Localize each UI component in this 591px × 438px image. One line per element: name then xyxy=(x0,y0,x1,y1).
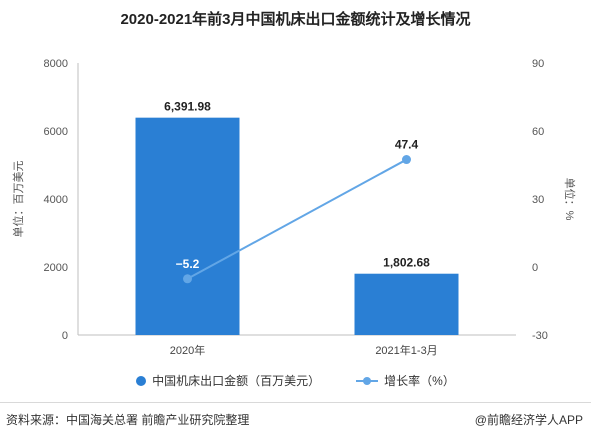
legend-label-growth-rate: 增长率（%） xyxy=(384,374,455,388)
y-tick-left-label: 6000 xyxy=(44,126,68,138)
y-tick-right-label: 30 xyxy=(532,194,544,206)
x-tick-label: 2020年 xyxy=(170,343,205,357)
bar-data-label: 1,802.68 xyxy=(383,256,430,270)
y-tick-right-label: 90 xyxy=(532,58,544,70)
legend-item-export-value[interactable]: 中国机床出口金额（百万美元） xyxy=(136,372,320,389)
legend-item-growth-rate[interactable]: 增长率（%） xyxy=(356,372,455,389)
legend: 中国机床出口金额（百万美元） 增长率（%） xyxy=(0,372,591,389)
y-tick-right-label: -30 xyxy=(532,330,548,342)
growth-rate-data-label: −5.2 xyxy=(176,257,200,271)
footer-source: 资料来源：中国海关总署 前瞻产业研究院整理 xyxy=(6,413,250,427)
y-tick-right-label: 0 xyxy=(532,262,538,274)
y-tick-left-label: 2000 xyxy=(44,262,68,274)
legend-line-swatch-icon xyxy=(356,376,379,386)
y-axis-right-title: 单位：% xyxy=(563,178,577,221)
y-tick-left-label: 8000 xyxy=(44,58,68,70)
legend-bar-swatch-icon xyxy=(136,375,147,386)
legend-label-export-value: 中国机床出口金额（百万美元） xyxy=(152,374,321,388)
bar xyxy=(135,117,240,335)
bar-data-label: 6,391.98 xyxy=(164,100,211,114)
growth-rate-line xyxy=(187,158,407,280)
chart-title: 2020-2021年前3月中国机床出口金额统计及增长情况 xyxy=(120,11,471,28)
x-tick-label: 2021年1-3月 xyxy=(375,343,437,357)
y-tick-left-label: 4000 xyxy=(44,194,68,206)
footer-brand: @前瞻经济学人APP xyxy=(474,413,583,427)
growth-rate-data-label: 47.4 xyxy=(395,138,419,152)
bar xyxy=(354,273,459,335)
growth-rate-point xyxy=(183,274,192,284)
footer-divider xyxy=(0,402,591,403)
y-axis-left-title: 单位：百万美元 xyxy=(11,161,25,238)
y-tick-left-label: 0 xyxy=(62,330,68,342)
y-tick-right-label: 60 xyxy=(532,126,544,138)
growth-rate-point xyxy=(402,155,411,165)
